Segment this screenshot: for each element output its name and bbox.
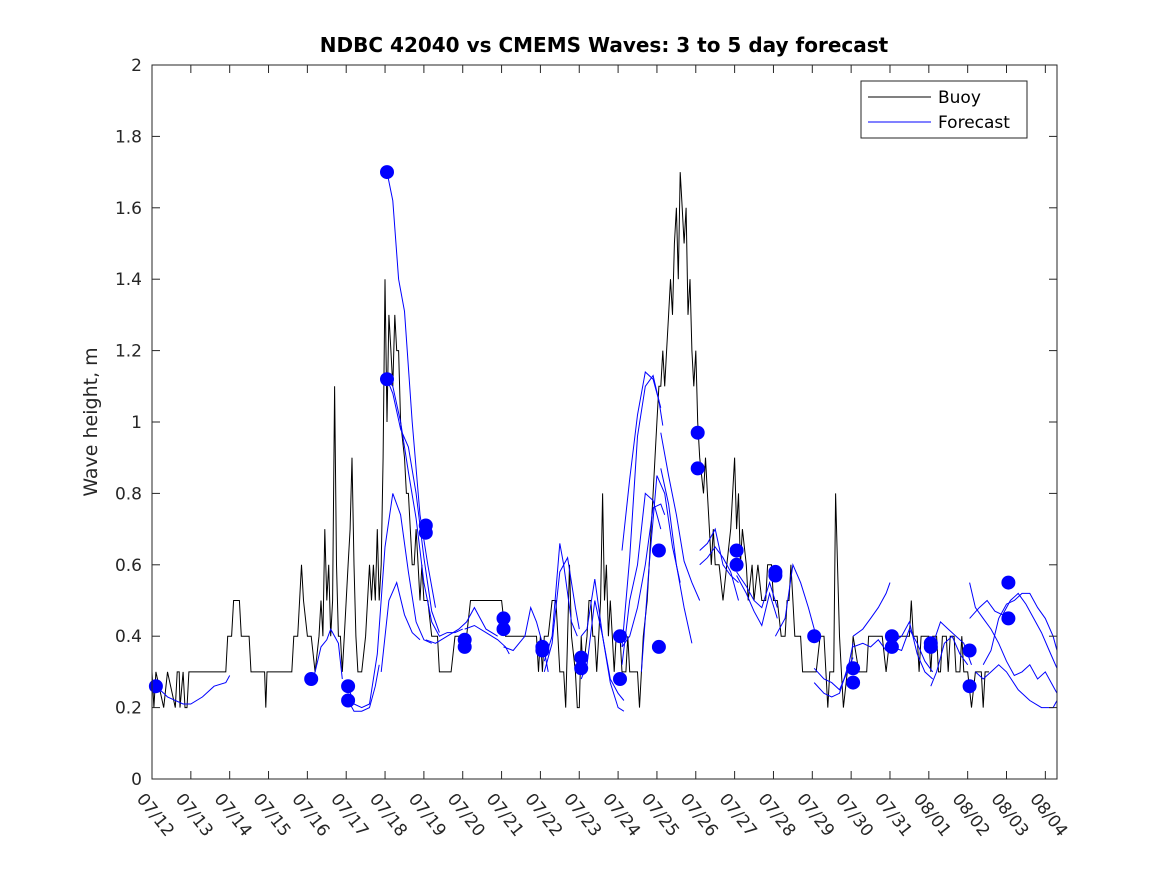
forecast-run-line xyxy=(982,592,1058,666)
legend-buoy-label: Buoy xyxy=(938,88,981,108)
forecast-start-marker xyxy=(846,661,861,676)
forecast-run-line xyxy=(891,627,934,673)
y-tick-label: 2 xyxy=(131,56,142,76)
forecast-run-line xyxy=(386,172,436,608)
forecast-start-marker xyxy=(535,643,550,658)
forecast-start-marker xyxy=(962,679,977,694)
y-tick-label: 1.6 xyxy=(115,199,142,219)
forecast-start-marker xyxy=(380,372,394,387)
forecast-start-marker xyxy=(1001,611,1016,626)
forecast-run-line xyxy=(386,378,463,637)
forecast-run-line xyxy=(852,582,891,637)
forecast-start-marker xyxy=(418,525,433,540)
forecast-run-line xyxy=(891,620,934,680)
forecast-run-line xyxy=(969,592,1058,669)
forecast-run-line xyxy=(543,543,578,662)
series-layer xyxy=(151,172,1058,712)
forecast-start-marker xyxy=(729,557,744,572)
y-tick-label: 0.2 xyxy=(115,699,142,719)
legend: Buoy Forecast xyxy=(860,80,1028,139)
forecast-run-line xyxy=(543,556,580,673)
forecast-run-line xyxy=(975,664,1058,709)
forecast-run-line xyxy=(425,606,498,644)
forecast-start-marker xyxy=(380,165,394,180)
y-tick-label: 1.4 xyxy=(115,270,142,290)
forecast-start-marker xyxy=(962,643,977,658)
forecast-start-marker xyxy=(148,679,163,694)
y-tick-label: 0 xyxy=(131,770,142,790)
forecast-run-line xyxy=(736,575,778,627)
y-tick-label: 0.4 xyxy=(115,627,142,647)
forecast-start-marker xyxy=(651,543,666,558)
forecast-start-marker xyxy=(651,639,666,654)
forecast-run-line xyxy=(380,581,421,672)
forecast-run-line xyxy=(660,432,701,601)
forecast-start-marker xyxy=(613,672,627,686)
forecast-run-line xyxy=(930,635,969,687)
forecast-run-line xyxy=(969,582,1058,694)
y-tick-label: 0.6 xyxy=(115,556,142,576)
forecast-run-line xyxy=(310,627,343,683)
forecast-start-marker xyxy=(341,679,356,694)
y-tick-label: 0.8 xyxy=(115,484,142,504)
plot-area xyxy=(152,65,1057,779)
legend-forecast-label: Forecast xyxy=(938,113,1010,133)
forecast-run-line xyxy=(347,664,380,712)
forecast-start-marker xyxy=(729,543,744,558)
forecast-run-line xyxy=(774,562,817,637)
forecast-run-line xyxy=(621,503,666,648)
forecast-start-marker xyxy=(341,693,356,708)
forecast-run-line xyxy=(699,546,739,601)
forecast-start-marker xyxy=(846,675,861,690)
forecast-start-marker xyxy=(496,622,511,637)
forecast-start-marker xyxy=(613,629,627,644)
chart-title: NDBC 42040 vs CMEMS Waves: 3 to 5 day fo… xyxy=(320,33,889,57)
forecast-start-marker xyxy=(690,461,705,476)
forecast-run-line xyxy=(736,571,778,609)
marker-layer xyxy=(148,165,1016,708)
y-axis: 0 0.2 0.4 0.6 0.8 1 1.2 1.4 1.6 1.8 2 xyxy=(115,56,1057,790)
forecast-start-marker xyxy=(1001,575,1016,590)
forecast-start-marker xyxy=(923,639,938,654)
forecast-run-line xyxy=(386,379,440,633)
y-axis-label: Wave height, m xyxy=(80,347,102,496)
forecast-start-marker xyxy=(574,661,589,676)
y-tick-label: 1.8 xyxy=(115,127,142,147)
forecast-run-line xyxy=(621,371,662,551)
legend-box xyxy=(860,80,1028,139)
forecast-run-line xyxy=(640,475,681,672)
forecast-start-marker xyxy=(690,425,705,440)
forecast-start-marker xyxy=(768,568,783,583)
forecast-run-line xyxy=(347,493,432,709)
y-tick-label: 1.2 xyxy=(115,342,142,362)
buoy-series-line xyxy=(151,172,989,709)
forecast-start-marker xyxy=(884,639,899,654)
y-tick-label: 1 xyxy=(131,413,142,433)
forecast-start-marker xyxy=(457,639,472,654)
forecast-start-marker xyxy=(807,629,822,644)
forecast-start-marker xyxy=(304,672,319,686)
